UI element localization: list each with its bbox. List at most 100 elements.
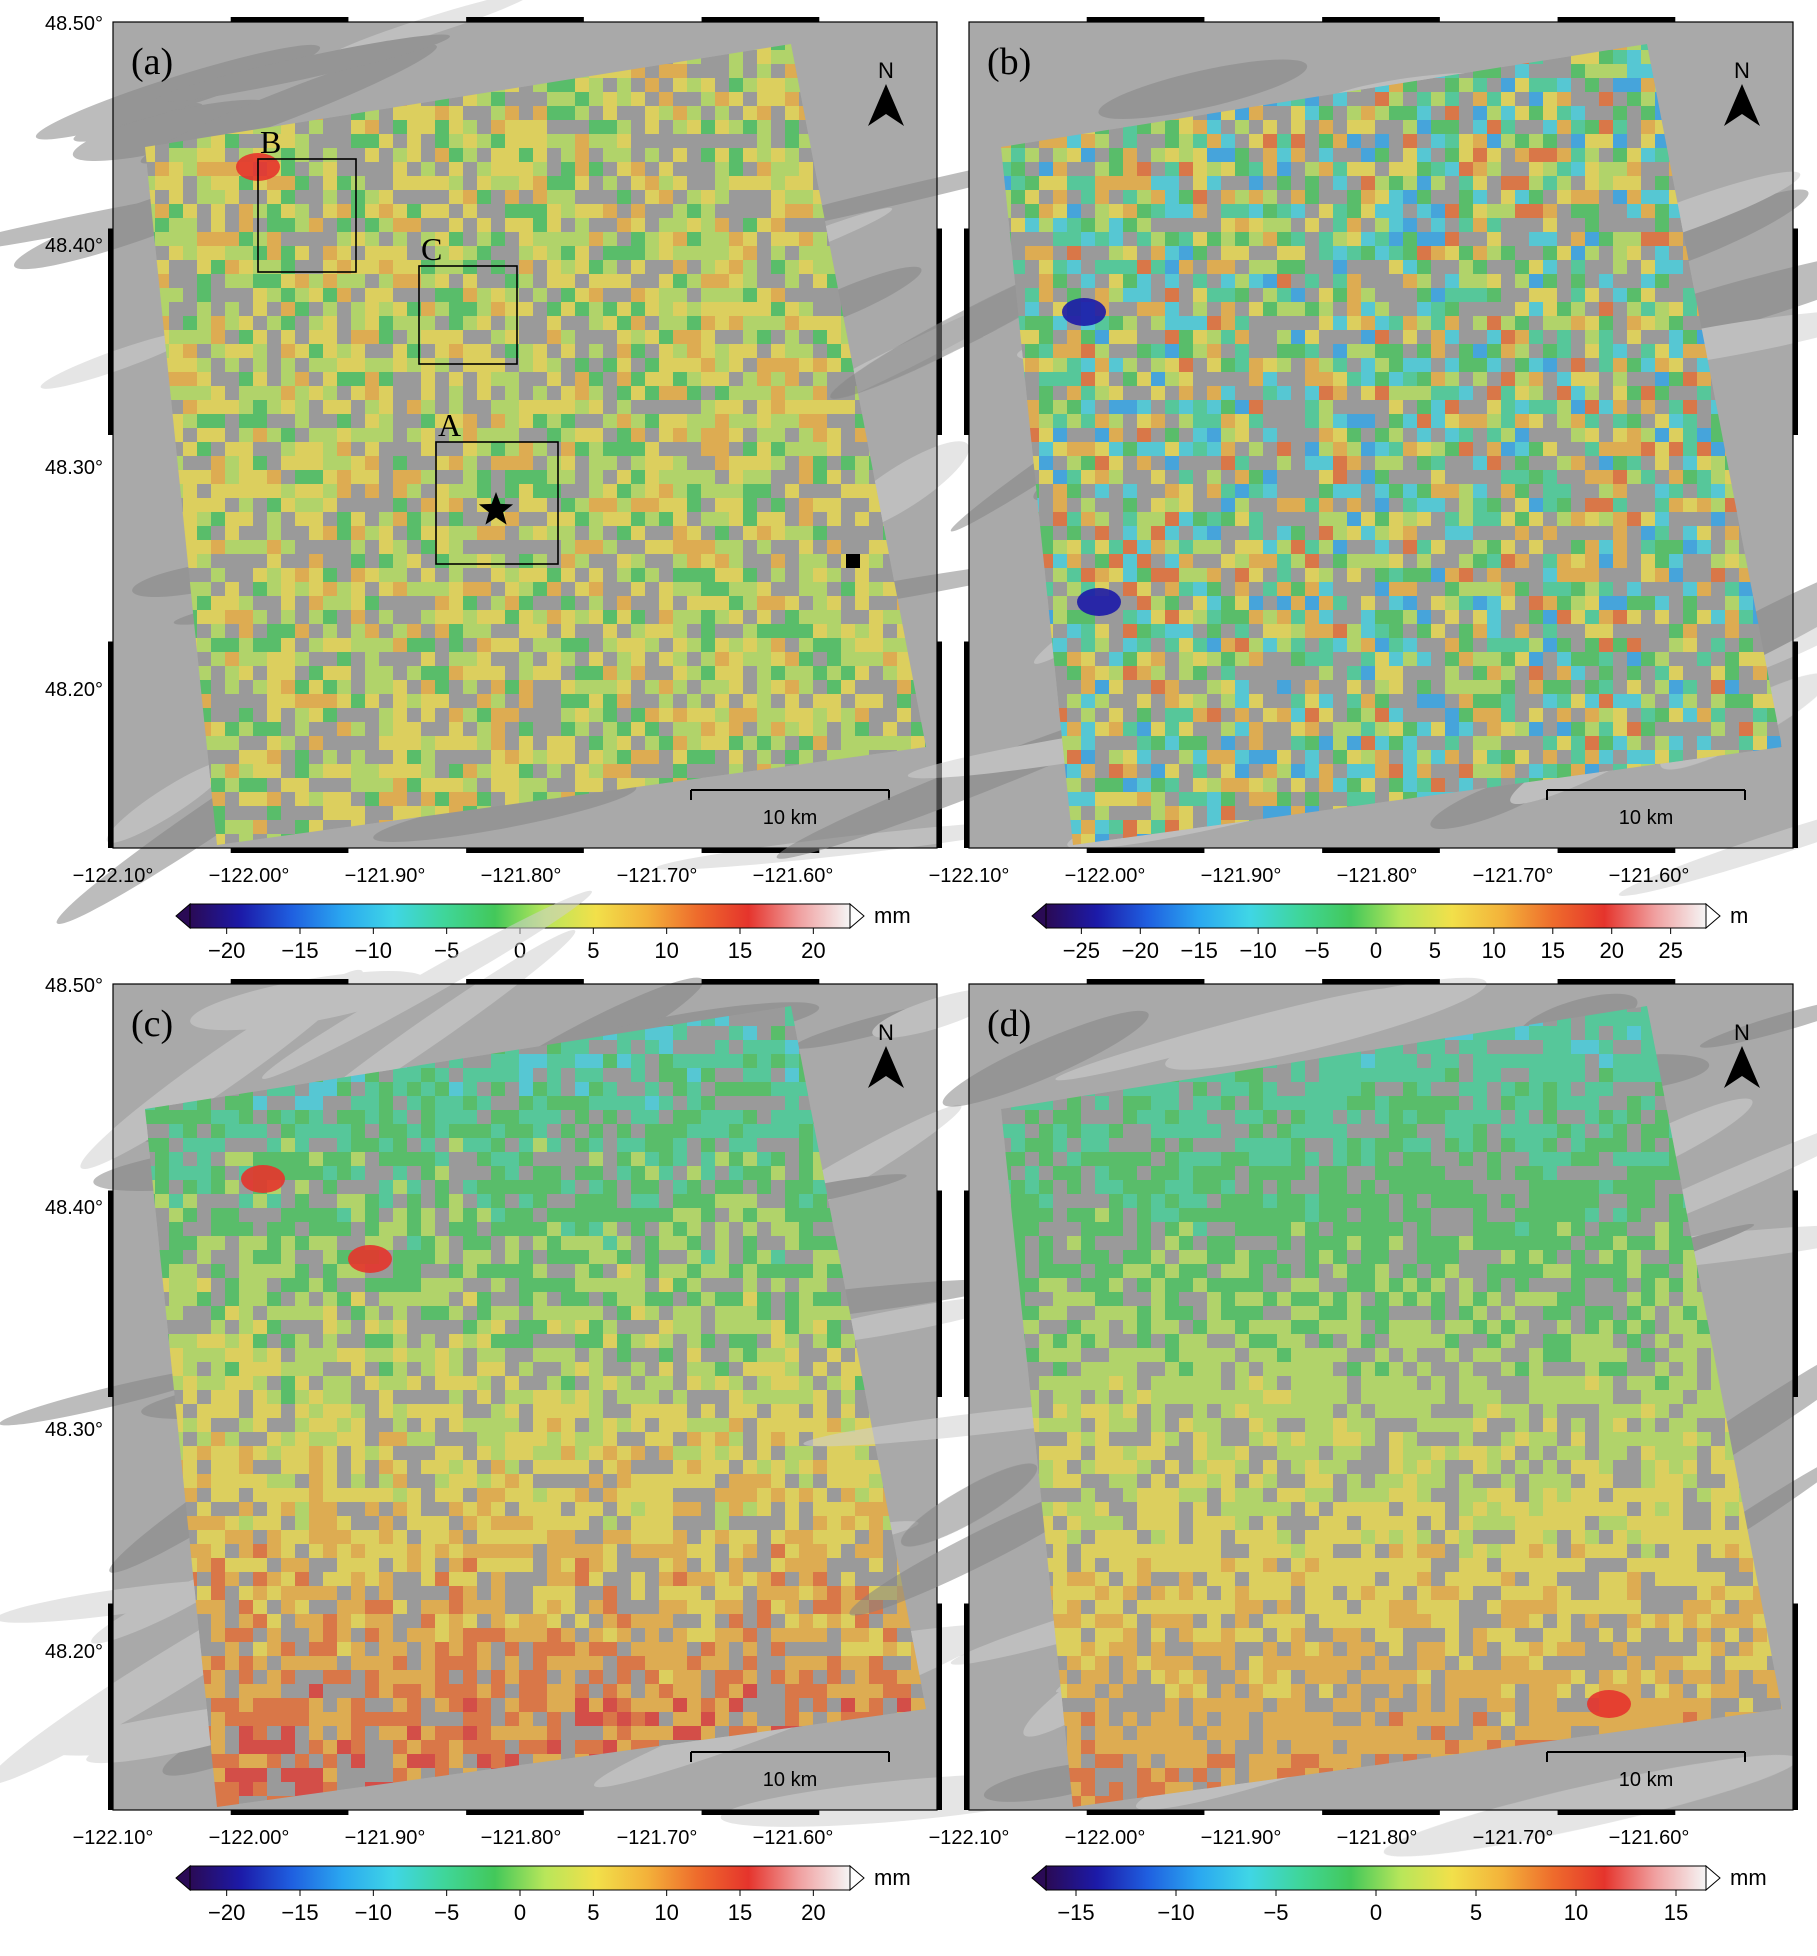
frame-ticks [964, 979, 1798, 1815]
longitude-tick-label: −121.90° [1201, 865, 1282, 887]
colorbar-tick-label: 0 [514, 1900, 526, 1925]
longitude-tick-label: −121.80° [481, 1827, 562, 1849]
longitude-tick-label: −122.10° [73, 1827, 154, 1849]
longitude-tick-label: −122.10° [929, 1827, 1010, 1849]
study-area-label: C [421, 231, 442, 267]
longitude-tick-label: −121.70° [1473, 865, 1554, 887]
colorbar-tick-label: −10 [1157, 1900, 1194, 1925]
longitude-tick-label: −121.60° [1609, 1827, 1690, 1849]
colorbar-tick-label: 15 [728, 1900, 752, 1925]
latitude-tick-label: 48.20° [45, 679, 103, 701]
north-arrow-icon [1724, 84, 1760, 126]
north-arrow-icon [868, 84, 904, 126]
colorbar-low-arrow-icon [175, 902, 191, 930]
colorbar: −15 −10 −5 0 5 10 15 mm [1031, 1864, 1767, 1925]
colorbar-unit: mm [1730, 1865, 1767, 1890]
longitude-tick-label: −121.60° [753, 1827, 834, 1849]
colorbar-tick-label: −25 [1063, 938, 1100, 963]
colorbar-tick-label: −15 [1181, 938, 1218, 963]
colorbar-tick-label: 5 [587, 1900, 599, 1925]
scale-bar [690, 1751, 890, 1762]
latitude-tick-label: 48.30° [45, 1419, 103, 1441]
longitude-tick-label: −121.90° [1201, 1827, 1282, 1849]
colorbar-tick-label: −10 [355, 938, 392, 963]
north-label: N [1734, 1020, 1750, 1045]
longitude-tick-label: −122.00° [1065, 865, 1146, 887]
longitude-tick-label: −121.70° [1473, 1827, 1554, 1849]
longitude-tick-label: −121.80° [1337, 1827, 1418, 1849]
colorbar-high-arrow-icon [849, 1864, 865, 1892]
colorbar-tick-label: −20 [208, 1900, 245, 1925]
colorbar-tick-label: −10 [355, 1900, 392, 1925]
colorbar-tick-label: 0 [1370, 1900, 1382, 1925]
square-marker-icon [846, 554, 860, 568]
colorbar-tick-label: 0 [1370, 938, 1382, 963]
colorbar-tick-label: −15 [281, 938, 318, 963]
panel-label: (c) [131, 1003, 173, 1045]
latitude-tick-label: 48.40° [45, 1197, 103, 1219]
colorbar-unit: mm [874, 1865, 911, 1890]
north-label: N [878, 1020, 894, 1045]
scale-bar-label: 10 km [763, 1769, 817, 1791]
colorbar-tick-label: 15 [1664, 1900, 1688, 1925]
longitude-tick-label: −121.70° [617, 865, 698, 887]
longitude-tick-label: −121.60° [1609, 865, 1690, 887]
longitude-tick-label: −121.90° [345, 865, 426, 887]
latitude-tick-label: 48.50° [45, 13, 103, 35]
deformation-footprint [1001, 1006, 1782, 1807]
longitude-tick-label: −122.00° [209, 1827, 290, 1849]
north-label: N [1734, 58, 1750, 83]
scale-bar-label: 10 km [1619, 807, 1673, 829]
colorbar-tick-label: −15 [1057, 1900, 1094, 1925]
panel-a: (a) N 10 km B C A 48.50° 48.40° 48.30° 48.20° −122… [0, 0, 1117, 963]
colorbar: −25 −20 −15 −10 −5 0 5 10 15 20 25 m [1031, 902, 1748, 963]
colorbar-low-arrow-icon [1031, 902, 1047, 930]
colorbar-tick-label: 10 [654, 938, 678, 963]
panel-d: (d) N 10 km −122.10° −122.00° −121.90° −121.80… [803, 977, 1817, 1925]
longitude-tick-label: −121.80° [481, 865, 562, 887]
colorbar-tick-label: 15 [728, 938, 752, 963]
study-area-box [418, 265, 518, 365]
colorbar-unit: m [1730, 903, 1748, 928]
scale-bar-label: 10 km [1619, 1769, 1673, 1791]
colorbar-tick-label: 10 [1482, 938, 1506, 963]
study-area-label: B [260, 124, 281, 160]
scale-bar [1546, 1751, 1746, 1762]
colorbar-low-arrow-icon [1031, 1864, 1047, 1892]
colorbar-tick-label: −5 [434, 1900, 459, 1925]
study-area-box [435, 441, 559, 565]
colorbar-high-arrow-icon [1705, 902, 1721, 930]
colorbar-tick-label: 20 [1599, 938, 1623, 963]
frame-ticks [964, 17, 1798, 853]
panel-label: (b) [987, 41, 1031, 83]
north-arrow-icon [868, 1046, 904, 1088]
colorbar-high-arrow-icon [1705, 1864, 1721, 1892]
colorbar-tick-label: −20 [1122, 938, 1159, 963]
north-arrow-icon [1724, 1046, 1760, 1088]
panel-label: (d) [987, 1003, 1031, 1045]
longitude-tick-label: −122.00° [1065, 1827, 1146, 1849]
colorbar-tick-label: −15 [281, 1900, 318, 1925]
colorbar-tick-label: 5 [587, 938, 599, 963]
longitude-tick-label: −122.10° [73, 865, 154, 887]
frame-ticks [108, 979, 942, 1815]
colorbar-low-arrow-icon [175, 1864, 191, 1892]
latitude-tick-label: 48.30° [45, 457, 103, 479]
longitude-tick-label: −121.80° [1337, 865, 1418, 887]
longitude-tick-label: −121.70° [617, 1827, 698, 1849]
north-label: N [878, 58, 894, 83]
scale-bar [1546, 789, 1746, 800]
longitude-tick-label: −122.10° [929, 865, 1010, 887]
colorbar-tick-label: −10 [1239, 938, 1276, 963]
panel-b: (b) N 10 km −122.10° −122.00° −121.90° −121.80… [776, 17, 1817, 963]
longitude-tick-label: −121.90° [345, 1827, 426, 1849]
longitude-tick-label: −122.00° [209, 865, 290, 887]
panel-c: (c) N 10 km 48.50° 48.40° 48.30° 48.20° −122.10… [0, 890, 1090, 1925]
colorbar-tick-label: 20 [801, 938, 825, 963]
panel-label: (a) [131, 41, 173, 83]
colorbar-tick-label: 5 [1470, 1900, 1482, 1925]
